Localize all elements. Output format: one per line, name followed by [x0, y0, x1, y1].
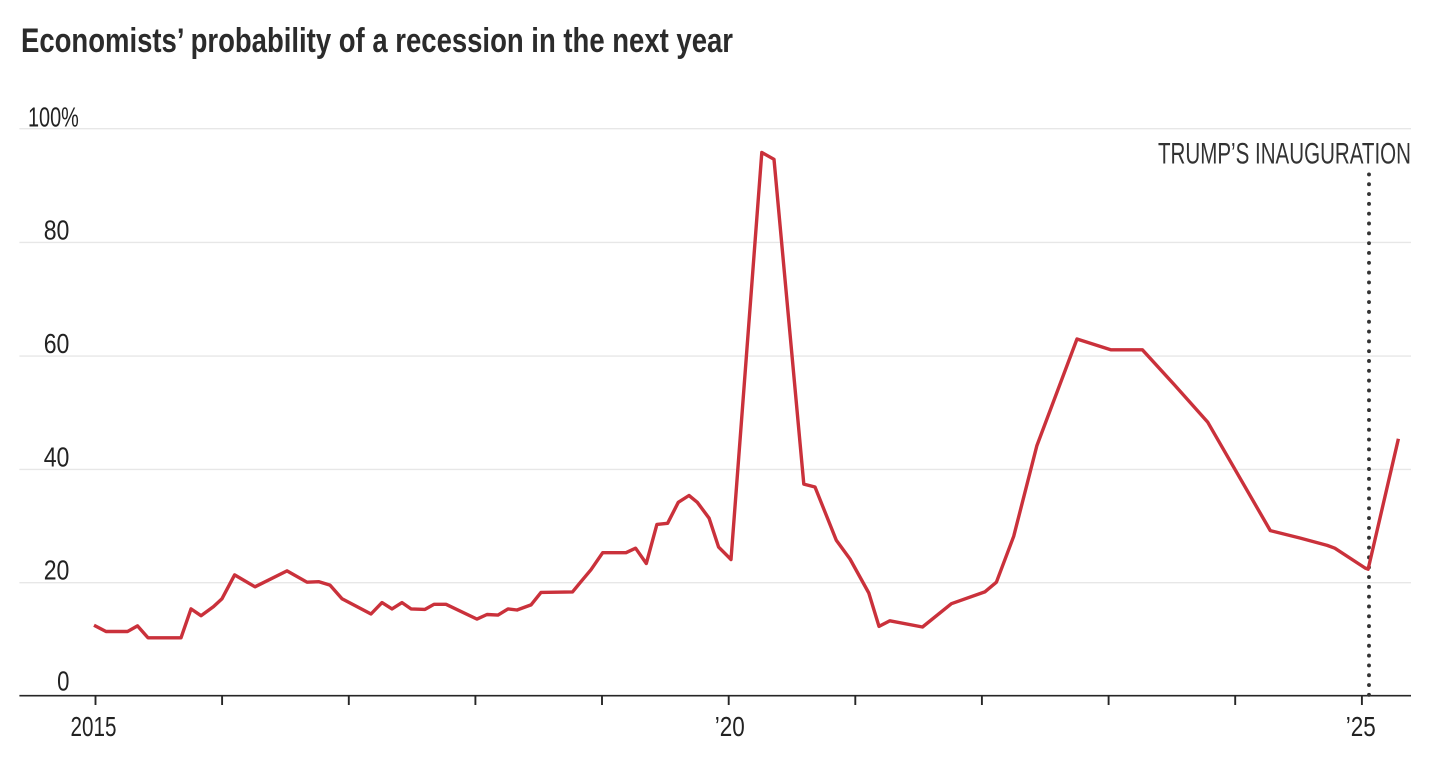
svg-text:80: 80: [44, 214, 70, 245]
svg-text:40: 40: [44, 441, 70, 472]
svg-text:’20: ’20: [715, 711, 745, 742]
svg-text:TRUMP’S INAUGURATION: TRUMP’S INAUGURATION: [1158, 138, 1411, 171]
svg-text:20: 20: [44, 555, 70, 586]
svg-text:0: 0: [57, 666, 69, 697]
svg-text:60: 60: [44, 328, 70, 359]
svg-text:100%: 100%: [28, 102, 79, 133]
svg-text:2015: 2015: [71, 711, 117, 742]
svg-text:Economists’ probability of a r: Economists’ probability of a recession i…: [21, 22, 733, 60]
svg-text:’25: ’25: [1346, 711, 1376, 742]
